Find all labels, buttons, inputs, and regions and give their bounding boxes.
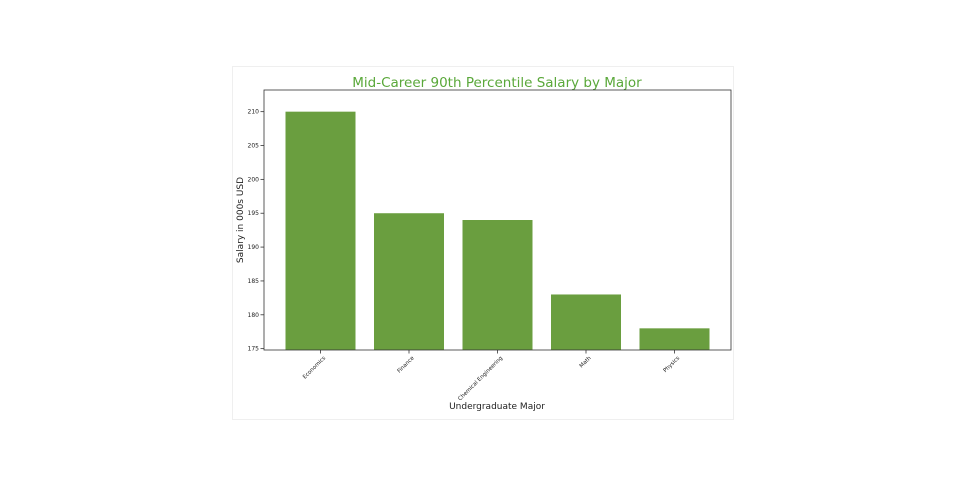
x-tick-label: Finance [397,355,417,375]
y-tick-label: 210 [248,109,260,116]
bar-physics [639,328,710,350]
chart-figure: Mid-Career 90th Percentile Salary by Maj… [232,66,734,420]
x-tick-label: Economics [302,355,327,380]
y-tick-label: 190 [248,244,260,251]
x-tick-label: Physics [663,355,682,374]
y-tick-label: 180 [248,312,260,319]
y-tick-label: 185 [248,278,260,285]
bar-math [551,294,621,350]
y-tick-label: 205 [248,143,260,150]
x-axis-label: Undergraduate Major [449,402,545,412]
y-tick-label: 175 [248,346,260,353]
bar-economics [285,111,356,351]
y-axis-ticks: 175 180 185 190 195 200 205 210 [248,109,264,353]
y-tick-label: 200 [248,176,260,183]
y-axis-label: Salary in 000s USD [236,177,246,263]
x-tick-label: Math [579,355,593,369]
y-tick-label: 195 [248,210,260,217]
bar-chemical-engineering [462,220,533,350]
x-axis-ticks: Economics Finance Chemical Engineering Math… [302,350,681,402]
bars-group [285,111,710,351]
plot-frame [263,89,732,351]
bar-finance [374,213,444,350]
chart-title: Mid-Career 90th Percentile Salary by Maj… [352,75,642,91]
x-tick-label: Chemical Engineering [457,355,504,402]
